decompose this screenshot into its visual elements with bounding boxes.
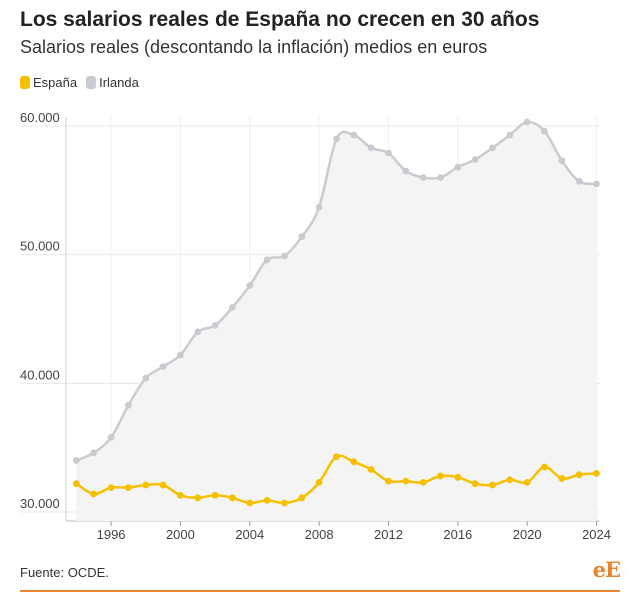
data-point-espana: [246, 499, 254, 507]
data-point-espana: [159, 481, 167, 489]
area-layer: [76, 122, 597, 521]
point-layer: [73, 118, 600, 507]
x-tick-label: 1996: [97, 527, 126, 542]
chart-subtitle: Salarios reales (descontando la inflació…: [20, 37, 488, 57]
legend-swatch-irlanda: [86, 76, 97, 89]
data-point-espana: [315, 479, 323, 486]
data-point-irlanda: [177, 351, 184, 359]
data-point-irlanda: [298, 233, 306, 241]
y-tick-label: 50.000: [20, 239, 60, 254]
x-tick-label: 2000: [166, 527, 195, 542]
x-tick-label: 2020: [513, 527, 542, 542]
data-point-irlanda: [575, 177, 583, 185]
data-point-irlanda: [229, 304, 236, 311]
data-point-irlanda: [402, 167, 410, 175]
y-tick-label: 60.000: [20, 110, 60, 125]
data-point-espana: [367, 466, 375, 473]
data-point-espana: [298, 494, 306, 502]
data-point-irlanda: [124, 401, 132, 409]
data-point-irlanda: [454, 163, 462, 171]
data-point-irlanda: [471, 156, 479, 163]
data-point-espana: [107, 484, 115, 491]
data-point-espana: [124, 484, 132, 491]
data-point-espana: [489, 481, 496, 489]
legend: España Irlanda: [20, 75, 148, 90]
data-point-espana: [263, 497, 271, 504]
data-point-espana: [558, 475, 566, 482]
x-tick-label: 2016: [443, 527, 472, 542]
data-point-irlanda: [385, 149, 392, 157]
data-point-irlanda: [73, 457, 80, 464]
data-point-espana: [523, 479, 531, 486]
data-point-irlanda: [506, 131, 514, 139]
data-point-espana: [350, 458, 358, 466]
x-tick-label: 2012: [374, 527, 403, 542]
data-point-irlanda: [142, 374, 150, 382]
data-point-irlanda: [350, 131, 358, 139]
data-point-irlanda: [523, 118, 531, 126]
data-point-espana: [281, 499, 288, 507]
data-point-espana: [419, 479, 427, 486]
brand-logo: eE: [592, 557, 621, 582]
data-point-espana: [385, 477, 392, 485]
data-point-espana: [541, 463, 548, 471]
data-point-irlanda: [541, 127, 548, 135]
data-point-espana: [471, 480, 479, 488]
area-irlanda: [76, 122, 597, 521]
y-tick-label: 40.000: [20, 367, 60, 382]
data-point-irlanda: [263, 256, 271, 264]
data-point-espana: [575, 471, 583, 479]
data-point-irlanda: [107, 434, 115, 441]
data-point-espana: [229, 494, 236, 502]
data-point-espana: [437, 472, 444, 480]
data-point-irlanda: [281, 252, 288, 260]
x-tick-label: 2004: [235, 527, 264, 542]
legend-item-irlanda[interactable]: Irlanda: [86, 75, 139, 90]
data-point-espana: [177, 491, 184, 499]
data-point-irlanda: [419, 174, 427, 181]
chart-title: Los salarios reales de España no crecen …: [20, 8, 540, 31]
y-tick-label: 30.000: [20, 496, 60, 511]
bottom-rule: [20, 590, 620, 592]
label-layer: 30.000 40.000 50.000 60.000 1996 2000 2004 2008…: [20, 110, 611, 542]
data-point-espana: [194, 494, 202, 502]
data-point-espana: [593, 470, 600, 477]
data-point-espana: [90, 490, 98, 498]
data-point-irlanda: [159, 363, 167, 370]
data-point-irlanda: [333, 135, 340, 143]
data-point-irlanda: [315, 203, 323, 211]
source-note: Fuente: OCDE.: [20, 565, 109, 580]
legend-swatch-espana: [20, 76, 30, 89]
data-point-espana: [402, 477, 410, 485]
data-point-espana: [506, 476, 514, 484]
data-point-irlanda: [437, 174, 444, 181]
data-point-irlanda: [211, 322, 219, 329]
data-point-irlanda: [246, 282, 254, 289]
legend-label-irlanda: Irlanda: [99, 75, 139, 90]
data-point-irlanda: [367, 144, 375, 152]
data-point-irlanda: [489, 144, 496, 152]
data-point-espana: [211, 491, 219, 499]
data-point-irlanda: [593, 180, 600, 188]
data-point-espana: [73, 480, 80, 488]
data-point-irlanda: [558, 157, 566, 165]
legend-label-espana: España: [33, 75, 78, 90]
data-point-espana: [454, 473, 462, 481]
data-point-irlanda: [90, 449, 98, 457]
legend-item-espana[interactable]: España: [20, 75, 77, 90]
data-point-espana: [142, 481, 150, 489]
data-point-irlanda: [194, 328, 202, 336]
data-point-espana: [333, 453, 340, 461]
x-tick-label: 2024: [582, 527, 611, 542]
x-tick-label: 2008: [305, 527, 334, 542]
